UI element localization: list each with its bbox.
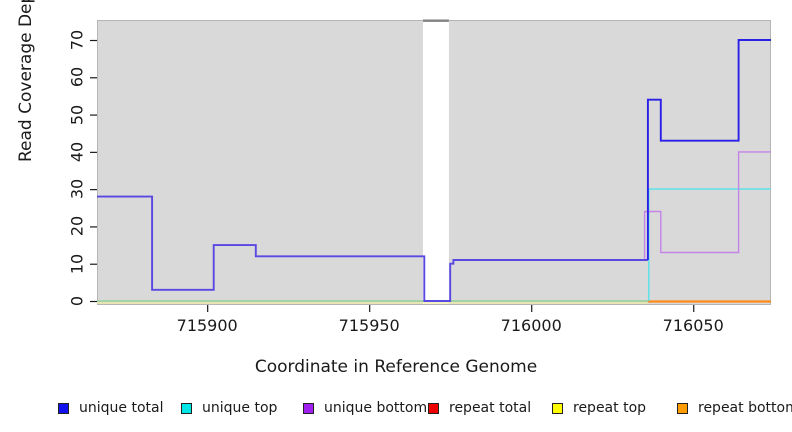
legend-swatch-icon xyxy=(552,402,563,414)
y-tick-label: 10 xyxy=(67,253,87,274)
legend-item-repeat-top: repeat top xyxy=(552,399,646,417)
x-tick-label: 716050 xyxy=(662,316,724,335)
unique-total-line-right xyxy=(646,39,771,260)
unique-total-line-left xyxy=(97,195,648,302)
coverage-gap-band xyxy=(422,20,449,304)
legend-label: repeat total xyxy=(449,400,532,416)
legend-label: repeat bottom xyxy=(698,400,792,416)
coverage-gap-top-cap xyxy=(422,19,449,22)
y-tick-label: 50 xyxy=(67,104,87,125)
legend-item-unique-bottom: unique bottom xyxy=(303,399,427,417)
y-tick-label: 70 xyxy=(67,29,87,51)
legend: unique total unique top unique bottom repea… xyxy=(0,399,792,423)
legend-label: repeat top xyxy=(573,400,647,416)
legend-item-repeat-bottom: repeat bottom xyxy=(677,399,792,417)
legend-swatch-icon xyxy=(428,402,439,414)
y-tick-label: 0 xyxy=(67,295,87,307)
legend-label: unique top xyxy=(202,400,278,416)
legend-label: unique bottom xyxy=(324,400,428,416)
legend-swatch-icon xyxy=(303,402,314,414)
y-tick-label: 20 xyxy=(67,216,87,237)
y-tick-label: 30 xyxy=(67,178,87,200)
y-tick-label: 40 xyxy=(67,141,87,163)
legend-swatch-icon xyxy=(181,402,192,414)
legend-swatch-icon xyxy=(58,402,69,414)
legend-item-repeat-total: repeat total xyxy=(428,399,531,417)
x-tick-label: 716000 xyxy=(500,316,562,335)
x-tick-label: 715900 xyxy=(176,316,238,335)
legend-swatch-icon xyxy=(677,402,688,414)
legend-item-unique-top: unique top xyxy=(181,399,277,417)
legend-item-unique-total: unique total xyxy=(58,399,163,417)
y-tick-label: 60 xyxy=(67,67,87,88)
legend-label: unique total xyxy=(79,400,164,416)
x-axis-title: Coordinate in Reference Genome xyxy=(254,357,538,377)
x-tick-label: 715950 xyxy=(338,316,400,335)
x-axis-tick-labels: 715900 715950 716000 716050 xyxy=(0,316,792,336)
y-axis-tick-labels: 0 10 20 30 40 50 60 70 xyxy=(0,0,100,340)
